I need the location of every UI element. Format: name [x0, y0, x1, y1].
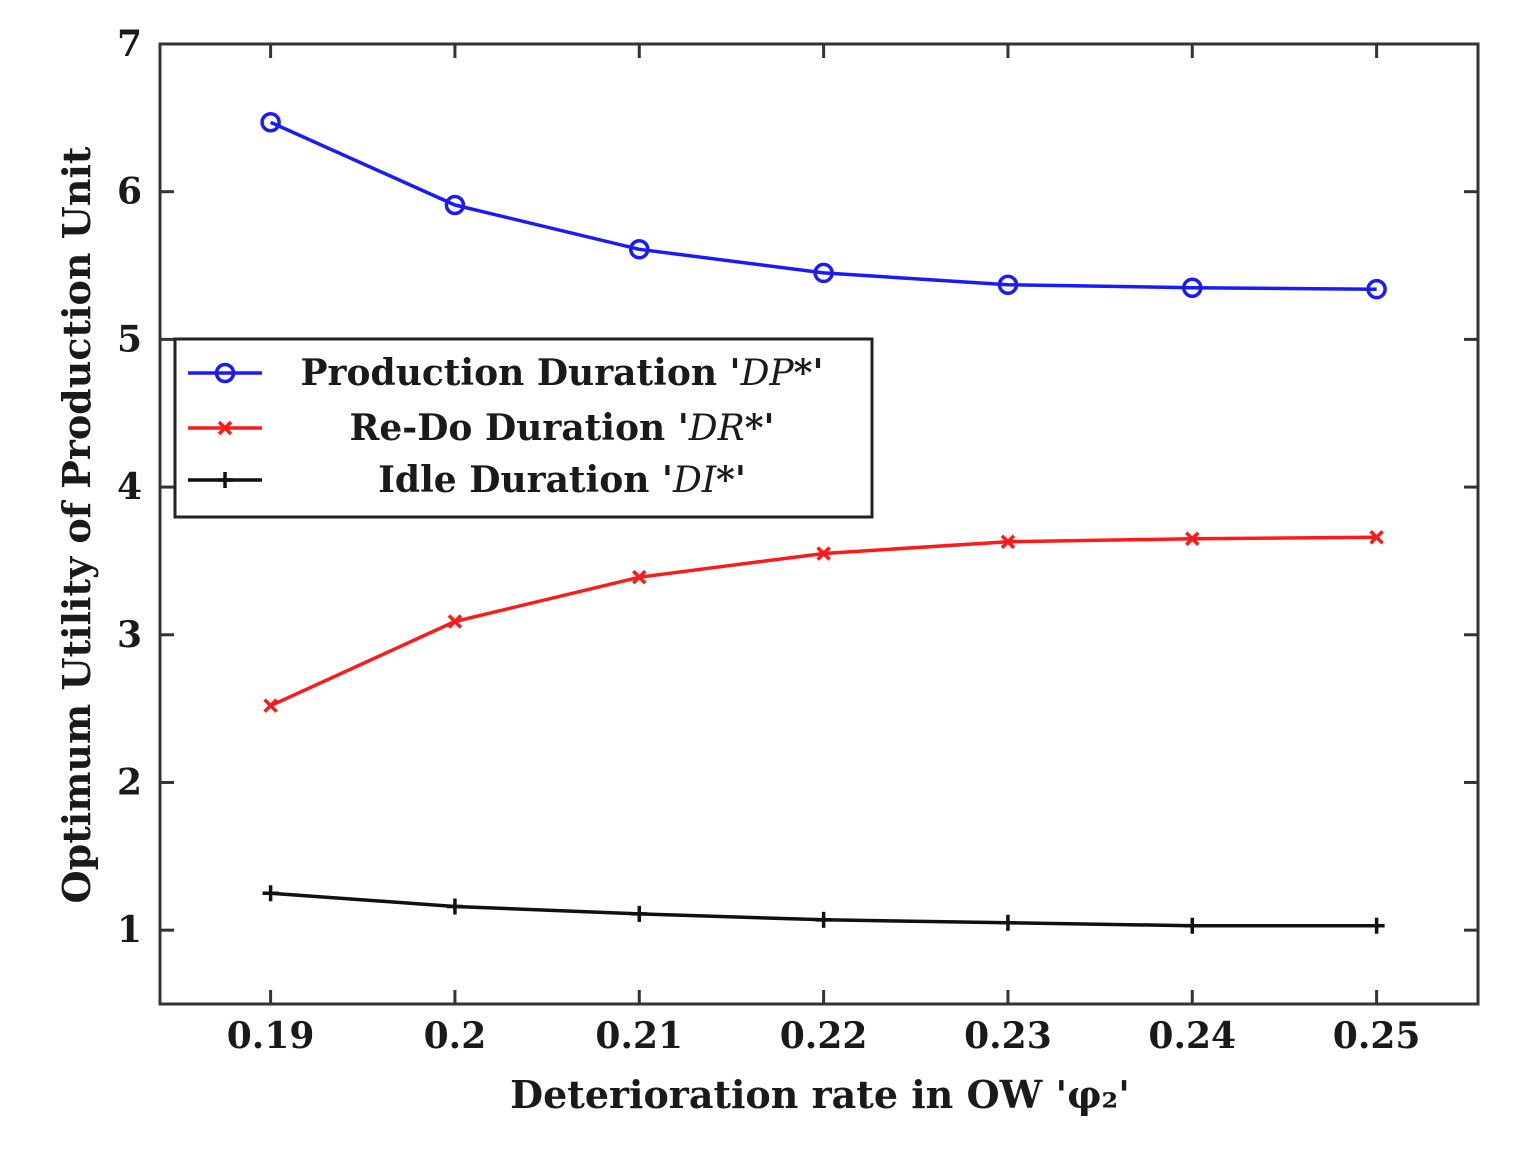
legend-item: Production Duration 'DP*' — [188, 352, 824, 394]
series-line — [269, 120, 1377, 291]
x-tick-label: 0.23 — [964, 1015, 1052, 1057]
data-point-marker — [446, 898, 463, 915]
data-point-marker — [260, 112, 281, 133]
legend-label: Idle Duration 'DI*' — [378, 459, 746, 501]
data-point-marker — [815, 911, 832, 928]
data-point-marker — [1182, 277, 1203, 298]
data-point-marker — [1184, 917, 1201, 934]
legend-marker-sample — [214, 362, 236, 384]
x-tick-label: 0.21 — [595, 1015, 683, 1057]
x-tick-label: 0.24 — [1148, 1015, 1236, 1057]
legend-item: Idle Duration 'DI*' — [188, 459, 746, 501]
data-point-marker — [631, 905, 648, 922]
data-point-marker — [444, 194, 466, 216]
x-tick-label: 0.22 — [780, 1015, 868, 1057]
series-line — [269, 535, 1377, 708]
legend-label: Re-Do Duration 'DR*' — [349, 407, 774, 449]
legend-marker-sample — [217, 472, 233, 488]
x-axis-title: Deterioration rate in OW 'φ₂' — [510, 1072, 1130, 1117]
legend-item: Re-Do Duration 'DR*' — [188, 407, 775, 449]
y-tick-label: 1 — [117, 909, 142, 951]
data-point-marker — [1000, 534, 1016, 549]
series-2 — [263, 530, 1384, 713]
y-axis-title: Optimum Utility of Production Unit — [54, 146, 99, 903]
legend-marker-sample — [217, 420, 233, 436]
data-point-marker — [813, 262, 834, 284]
data-point-marker — [632, 569, 647, 585]
legend-box — [173, 337, 874, 519]
x-tick-label: 0.19 — [227, 1015, 315, 1057]
data-point-marker — [997, 274, 1019, 295]
y-tick-label: 3 — [117, 614, 142, 656]
series-3 — [262, 885, 1385, 934]
data-point-marker — [1369, 530, 1384, 545]
x-tick-label: 0.2 — [424, 1015, 487, 1057]
data-point-marker — [629, 239, 650, 260]
plot-area-frame — [158, 42, 1480, 1006]
data-point-marker — [262, 885, 279, 902]
y-tick-label: 5 — [117, 318, 142, 360]
y-tick-label: 2 — [117, 761, 142, 803]
data-point-marker — [447, 614, 463, 629]
data-point-marker — [1366, 278, 1387, 300]
series-1 — [260, 112, 1387, 300]
data-point-marker — [999, 914, 1016, 931]
data-point-marker — [1368, 917, 1385, 934]
x-tick-label: 0.25 — [1333, 1015, 1421, 1057]
y-tick-label: 6 — [117, 171, 142, 213]
y-tick-label: 7 — [117, 23, 142, 65]
data-point-marker — [816, 546, 831, 561]
data-point-marker — [263, 698, 278, 713]
data-point-marker — [1185, 531, 1200, 547]
legend-label: Production Duration 'DP*' — [300, 352, 823, 394]
y-tick-label: 4 — [117, 466, 142, 508]
